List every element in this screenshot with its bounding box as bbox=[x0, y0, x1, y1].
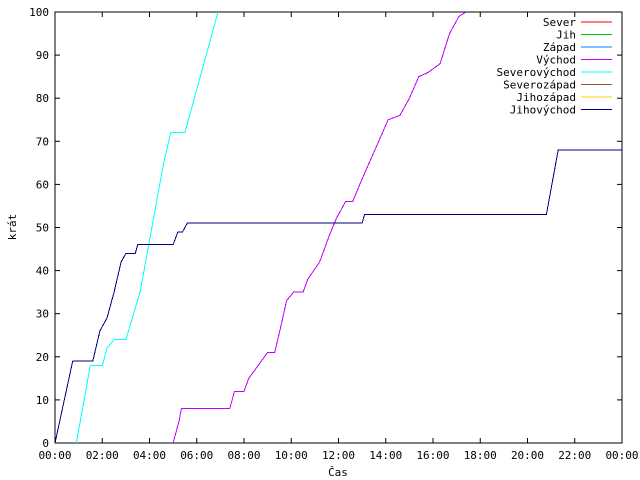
y-tick-label: 10 bbox=[36, 394, 49, 407]
series-line-jihovýchod bbox=[55, 149, 622, 443]
y-tick-label: 0 bbox=[42, 437, 49, 450]
legend-label: Severovýchod bbox=[497, 66, 576, 79]
legend-label: Severozápad bbox=[503, 79, 576, 92]
x-tick-label: 16:00 bbox=[416, 449, 449, 462]
legend-label: Sever bbox=[543, 16, 576, 29]
x-axis-title: Čas bbox=[328, 466, 348, 479]
legend-label: Východ bbox=[536, 54, 576, 67]
x-tick-label: 00:00 bbox=[605, 449, 638, 462]
y-tick-label: 90 bbox=[36, 49, 49, 62]
y-tick-label: 40 bbox=[36, 265, 49, 278]
x-tick-label: 18:00 bbox=[464, 449, 497, 462]
x-tick-label: 04:00 bbox=[133, 449, 166, 462]
x-tick-label: 00:00 bbox=[38, 449, 71, 462]
y-tick-label: 50 bbox=[36, 222, 49, 235]
x-tick-label: 06:00 bbox=[180, 449, 213, 462]
y-tick-label: 100 bbox=[29, 6, 49, 19]
y-tick-label: 20 bbox=[36, 351, 49, 364]
series-line-severovýchod bbox=[75, 12, 219, 443]
x-tick-label: 02:00 bbox=[86, 449, 119, 462]
series-line-východ bbox=[172, 12, 467, 443]
x-tick-label: 08:00 bbox=[227, 449, 260, 462]
y-tick-label: 80 bbox=[36, 92, 49, 105]
legend-label: Jihozápad bbox=[516, 91, 576, 104]
x-tick-label: 22:00 bbox=[558, 449, 591, 462]
legend-label: Západ bbox=[543, 41, 576, 54]
y-tick-label: 60 bbox=[36, 178, 49, 191]
y-tick-label: 30 bbox=[36, 308, 49, 321]
legend-label: Jihovýchod bbox=[510, 104, 576, 117]
y-tick-label: 70 bbox=[36, 135, 49, 148]
x-tick-label: 20:00 bbox=[511, 449, 544, 462]
x-tick-label: 14:00 bbox=[369, 449, 402, 462]
legend-label: Jih bbox=[556, 29, 576, 42]
x-tick-label: 12:00 bbox=[322, 449, 355, 462]
x-tick-label: 10:00 bbox=[275, 449, 308, 462]
y-axis-title: krát bbox=[6, 214, 19, 241]
